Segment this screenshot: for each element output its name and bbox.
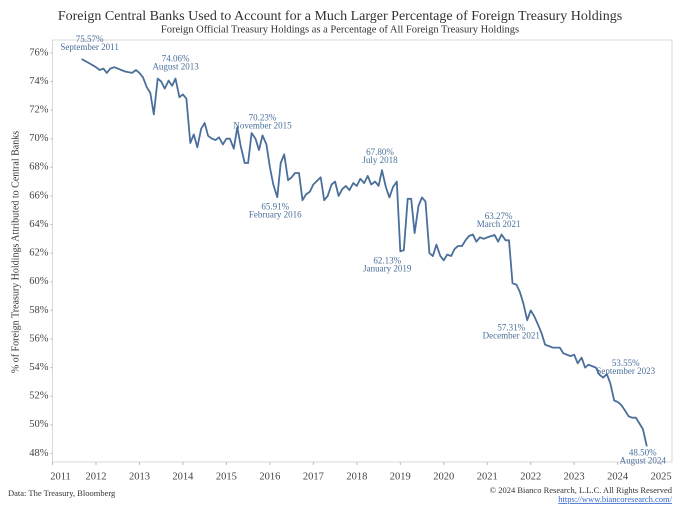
annotation-date: January 2019 [363, 263, 412, 273]
x-tick-label: 2012 [85, 471, 106, 482]
annotation-value: 63.27% [485, 211, 513, 221]
y-tick-label: 56% [29, 333, 49, 344]
annotation-date: September 2023 [596, 366, 655, 376]
annotation-value: 57.31% [497, 322, 525, 332]
y-tick-label: 62% [29, 248, 49, 259]
annotation-date: July 2018 [362, 155, 398, 165]
x-tick-label: 2024 [607, 471, 629, 482]
copyright-note: © 2024 Bianco Research, L.L.C. All Right… [490, 485, 673, 495]
x-tick-label: 2021 [477, 471, 498, 482]
x-tick-label: 2020 [433, 471, 454, 482]
x-tick-label: 2011 [50, 471, 71, 482]
annotation-date: March 2021 [477, 219, 521, 229]
y-tick-label: 48% [29, 448, 49, 459]
annotation-value: 53.55% [612, 358, 640, 368]
annotation-date: December 2021 [483, 330, 540, 340]
x-tick-label: 2013 [129, 471, 150, 482]
annotation-value: 75.57% [76, 34, 104, 44]
x-tick-label: 2019 [390, 471, 411, 482]
y-axis-label: % of Foreign Treasury Holdings Attribute… [10, 131, 21, 373]
data-line [81, 58, 648, 447]
annotation-date: November 2015 [233, 120, 292, 130]
annotation-value: 62.13% [373, 255, 401, 265]
chart-title: Foreign Central Banks Used to Account fo… [58, 9, 622, 24]
annotation-value: 48.50% [629, 447, 657, 457]
x-tick-label: 2015 [216, 471, 237, 482]
x-tick-label: 2017 [303, 471, 324, 482]
y-tick-label: 76% [29, 47, 49, 58]
y-tick-label: 54% [29, 362, 49, 373]
y-tick-label: 74% [29, 76, 49, 87]
y-tick-label: 52% [29, 391, 49, 402]
annotation-value: 70.23% [249, 112, 277, 122]
y-tick-label: 72% [29, 105, 49, 116]
y-tick-label: 58% [29, 305, 49, 316]
x-tick-label: 2018 [346, 471, 367, 482]
y-tick-label: 64% [29, 219, 49, 230]
x-tick-label: 2014 [172, 471, 194, 482]
annotation-date: February 2016 [249, 209, 302, 219]
chart-subtitle: Foreign Official Treasury Holdings as a … [161, 24, 519, 35]
y-tick-label: 70% [29, 133, 49, 144]
x-tick-label: 2022 [520, 471, 541, 482]
x-tick-label: 2016 [259, 471, 280, 482]
y-tick-label: 50% [29, 419, 49, 430]
x-tick-label: 2023 [564, 471, 585, 482]
annotation-value: 74.06% [162, 54, 190, 64]
annotation-date: August 2013 [152, 62, 199, 72]
x-tick-label: 2025 [651, 471, 672, 482]
annotation-value: 65.91% [261, 201, 289, 211]
source-note: Data: The Treasury, Bloomberg [8, 488, 116, 498]
annotation-value: 67.80% [366, 147, 394, 157]
y-tick-label: 60% [29, 276, 49, 287]
y-tick-label: 68% [29, 162, 49, 173]
annotation-date: August 2024 [620, 455, 667, 465]
plot-frame [52, 39, 673, 463]
url-link[interactable]: https://www.biancoresearch.com/ [558, 494, 672, 504]
y-tick-label: 66% [29, 190, 49, 201]
annotation-date: September 2011 [60, 42, 118, 52]
